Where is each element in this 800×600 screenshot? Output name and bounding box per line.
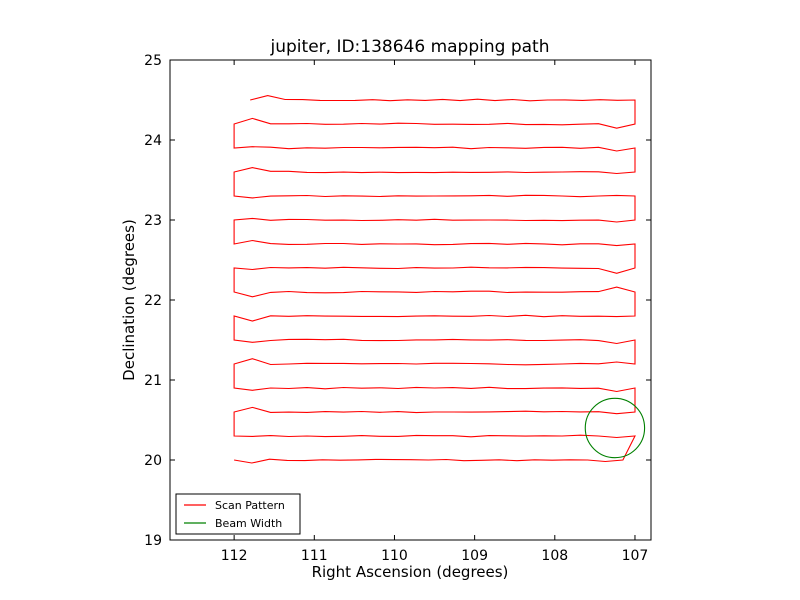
x-tick-label: 112	[221, 548, 248, 564]
y-tick-label: 23	[144, 213, 162, 229]
chart-title: jupiter, ID:138646 mapping path	[270, 37, 550, 57]
axes: 112 111 110 109 108 107 19 20 21 22 23 24 25	[144, 53, 652, 564]
y-tick-label: 25	[144, 53, 162, 69]
x-tick-label: 110	[381, 548, 408, 564]
legend: Scan Pattern Beam Width	[175, 493, 301, 535]
y-tick-label: 20	[144, 453, 162, 469]
y-tick-label: 24	[144, 133, 162, 149]
x-tick-label: 107	[622, 548, 649, 564]
y-tick-label: 22	[144, 293, 162, 309]
plot-area	[233, 95, 646, 464]
y-tick-label: 19	[144, 533, 162, 549]
scan-pattern-line	[233, 95, 636, 464]
x-tick-label: 109	[461, 548, 488, 564]
x-tick-label: 111	[301, 548, 328, 564]
legend-box	[175, 493, 301, 535]
legend-label: Beam Width	[215, 517, 282, 530]
y-tick-label: 21	[144, 373, 162, 389]
beam-width-circle	[584, 397, 646, 459]
x-tick-label: 108	[541, 548, 568, 564]
x-axis-label: Right Ascension (degrees)	[312, 563, 509, 581]
y-axis-label: Declination (degrees)	[120, 219, 138, 381]
legend-label: Scan Pattern	[215, 499, 285, 512]
